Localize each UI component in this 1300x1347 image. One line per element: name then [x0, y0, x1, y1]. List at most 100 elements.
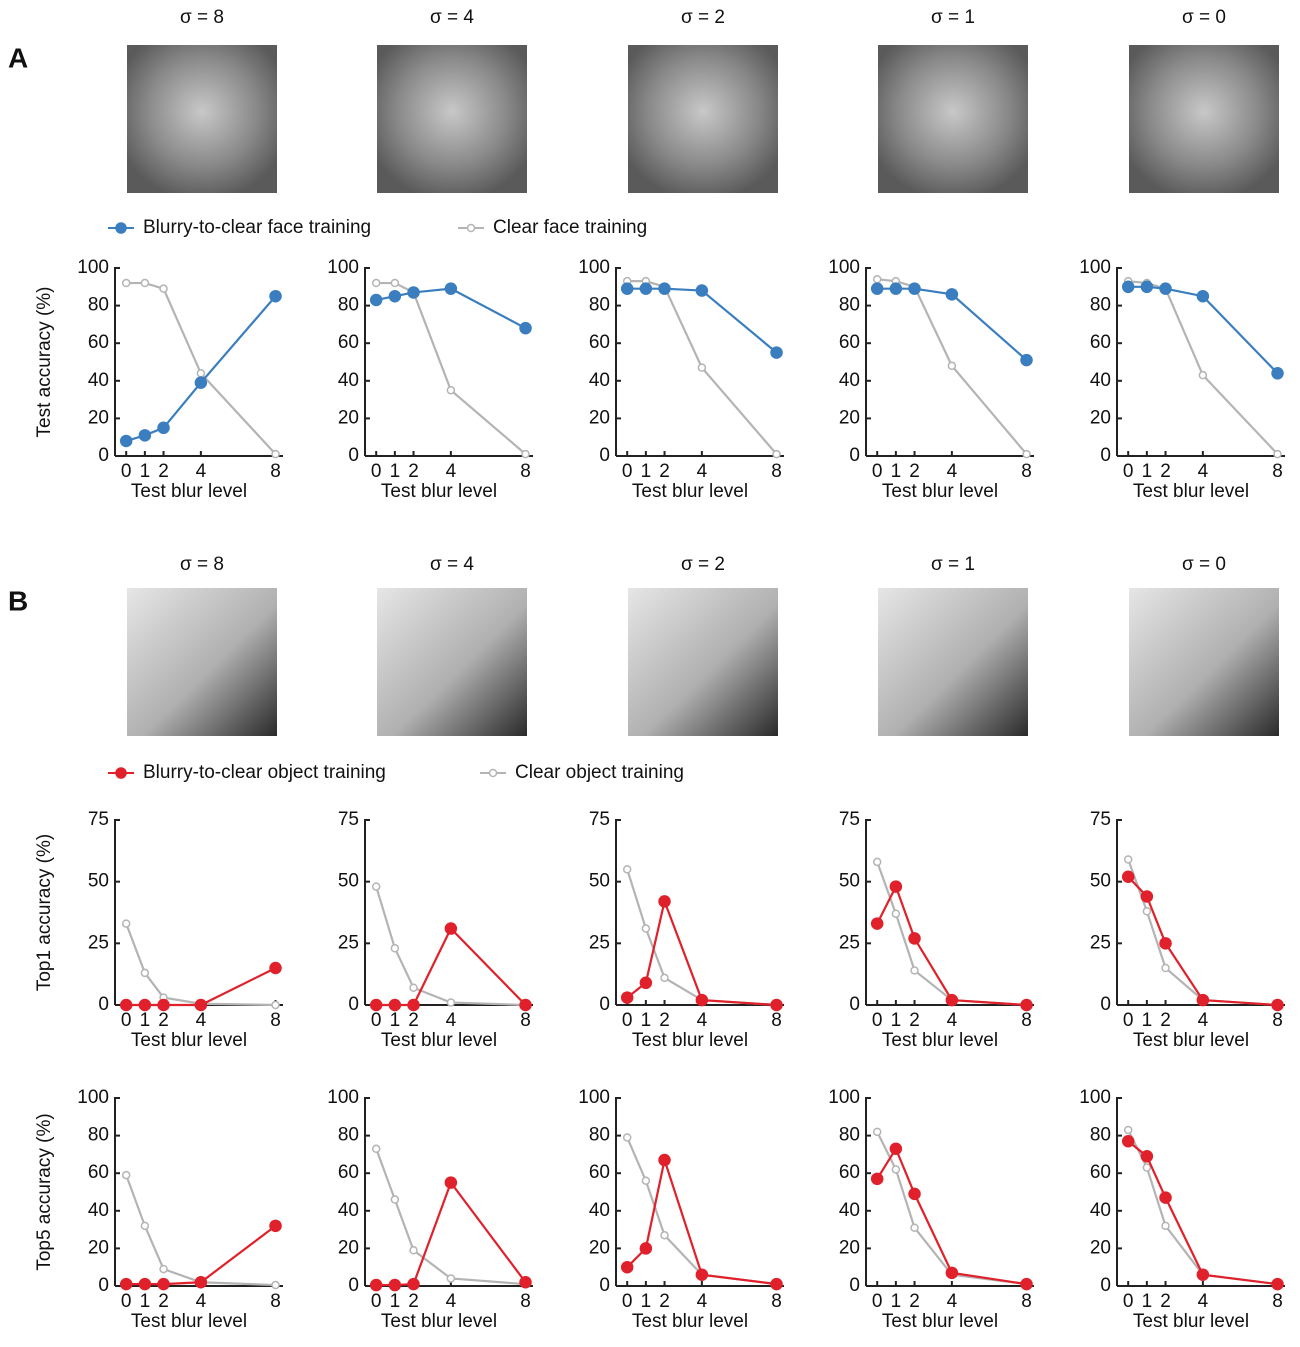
image-title: σ = 0: [1182, 7, 1226, 28]
series-line: [626, 897, 777, 1007]
x-tick-label: 1: [1142, 461, 1153, 482]
y-tick-label: 80: [338, 295, 359, 316]
x-axis-label: Test blur level: [632, 1311, 748, 1332]
legend-label: Blurry-to-clear object training: [143, 762, 386, 783]
series-line: [376, 926, 527, 1007]
data-point: [159, 284, 168, 293]
y-axis-label: Test accuracy (%): [34, 287, 55, 438]
data-point: [444, 1176, 458, 1189]
y-tick-label: 100: [327, 1087, 359, 1108]
y-tick-label: 80: [589, 1125, 610, 1146]
image-title: σ = 2: [681, 7, 725, 28]
image-title: σ = 4: [430, 554, 474, 575]
data-point: [409, 1246, 418, 1255]
y-tick-label: 75: [88, 809, 109, 830]
x-tick-label: 4: [446, 461, 457, 482]
legend-marker: [115, 767, 127, 779]
series-line: [375, 1148, 526, 1286]
x-axis-label: Test blur level: [882, 1311, 998, 1332]
data-point: [1121, 1134, 1135, 1148]
series-line: [1128, 280, 1279, 455]
data-point: [891, 1165, 901, 1174]
data-point: [889, 880, 903, 893]
x-tick-label: 2: [1160, 1291, 1171, 1312]
data-point: [1140, 1150, 1154, 1163]
data-point: [1123, 855, 1133, 864]
data-point: [409, 983, 418, 992]
x-axis-label: Test blur level: [1133, 481, 1249, 502]
data-point: [910, 966, 919, 975]
stimulus-image: [878, 588, 1028, 736]
x-axis-label: Test blur level: [131, 1311, 247, 1332]
y-tick-label: 100: [77, 1087, 109, 1108]
y-tick-label: 40: [1090, 370, 1111, 391]
x-tick-label: 8: [1021, 1010, 1032, 1031]
y-tick-label: 40: [839, 370, 860, 391]
y-tick-label: 20: [88, 407, 109, 428]
x-tick-label: 1: [641, 1291, 652, 1312]
x-tick-label: 1: [140, 1010, 151, 1031]
data-point: [1196, 289, 1210, 303]
panel-label: B: [8, 585, 28, 616]
x-tick-label: 2: [158, 1291, 169, 1312]
data-point: [271, 1280, 280, 1290]
legend-label: Clear face training: [493, 217, 647, 238]
x-tick-label: 0: [371, 461, 382, 482]
data-point: [1273, 449, 1282, 459]
image-title: σ = 2: [681, 554, 725, 575]
y-tick-label: 0: [849, 445, 860, 466]
x-tick-label: 0: [622, 461, 633, 482]
x-tick-label: 4: [947, 1291, 958, 1312]
x-axis-label: Test blur level: [632, 481, 748, 502]
data-point: [271, 1000, 280, 1010]
x-tick-label: 8: [270, 1291, 281, 1312]
y-tick-label: 60: [839, 332, 860, 353]
y-tick-label: 75: [338, 809, 359, 830]
y-tick-label: 40: [338, 370, 359, 391]
y-tick-label: 40: [839, 1200, 860, 1221]
data-point: [157, 421, 170, 435]
x-tick-label: 1: [641, 1010, 652, 1031]
y-tick-label: 20: [338, 407, 359, 428]
y-tick-label: 80: [839, 295, 860, 316]
data-point: [1142, 907, 1152, 916]
data-point: [658, 282, 671, 295]
x-axis-label: Test blur level: [381, 481, 497, 502]
x-tick-label: 8: [1272, 1010, 1283, 1031]
x-tick-label: 0: [1123, 1010, 1134, 1031]
y-tick-label: 60: [589, 1162, 610, 1183]
x-tick-label: 8: [771, 1010, 782, 1031]
y-tick-label: 20: [839, 1237, 860, 1258]
data-point: [446, 1274, 456, 1283]
data-point: [119, 998, 133, 1012]
data-point: [407, 286, 420, 299]
data-point: [388, 1278, 402, 1292]
legend-marker: [466, 223, 476, 233]
y-tick-label: 50: [88, 871, 109, 892]
data-point: [870, 917, 884, 930]
data-point: [872, 857, 882, 867]
data-point: [444, 922, 458, 935]
data-point: [369, 1278, 383, 1292]
series-line: [375, 886, 526, 1007]
x-tick-label: 4: [697, 1010, 708, 1031]
stimulus-image: [628, 588, 778, 736]
x-tick-label: 8: [1021, 461, 1032, 482]
x-axis-label: Test blur level: [1133, 1311, 1249, 1332]
x-tick-label: 4: [697, 1291, 708, 1312]
data-point: [121, 278, 131, 288]
y-tick-label: 20: [839, 407, 860, 428]
data-point: [159, 1264, 168, 1274]
y-tick-label: 80: [1090, 1125, 1111, 1146]
y-tick-label: 40: [589, 370, 610, 391]
x-tick-label: 4: [196, 461, 207, 482]
data-point: [891, 909, 901, 918]
x-tick-label: 1: [390, 461, 401, 482]
y-tick-label: 60: [338, 332, 359, 353]
series-line: [626, 1137, 777, 1286]
data-point: [157, 1277, 170, 1291]
y-tick-label: 40: [589, 1200, 610, 1221]
data-point: [1196, 993, 1210, 1007]
data-point: [390, 944, 400, 953]
y-tick-label: 100: [828, 257, 860, 278]
